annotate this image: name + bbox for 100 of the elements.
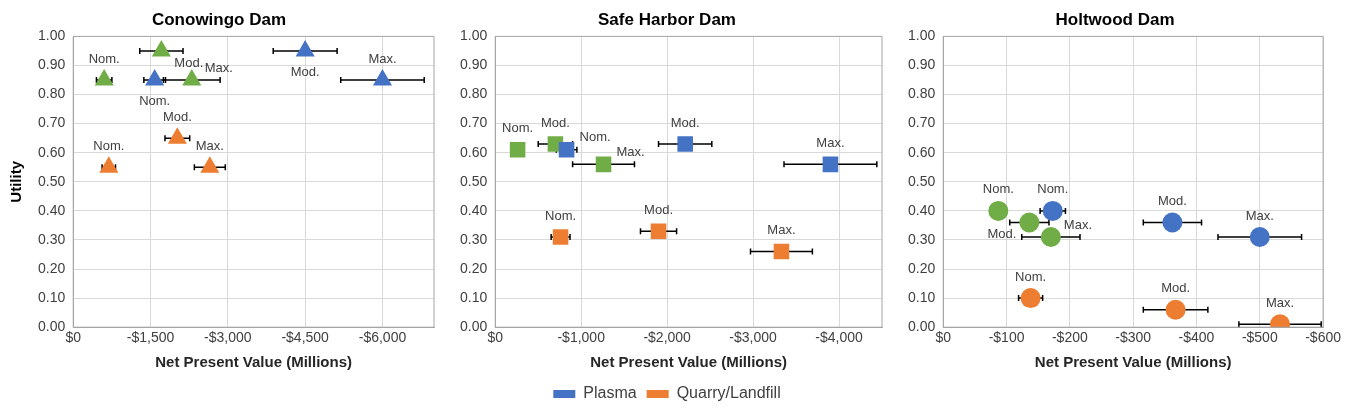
x-tick-label: -$400 [1178,329,1215,346]
legend-label: Quarry/Landfill [676,384,781,402]
y-tick-label: 1.00 [38,27,66,44]
y-tick-label: 0.40 [908,201,936,218]
x-axis-title: Net Present Value (Millions) [1034,353,1232,371]
y-tick-label: 0.30 [38,230,66,247]
annotation: Mod. [670,114,700,130]
chart-title: Holtwood Dam [1055,9,1175,29]
point [145,69,165,86]
y-tick-label: 1.00 [908,27,936,44]
y-tick-label: 0.00 [460,318,488,335]
point [650,223,667,240]
point [1040,227,1061,248]
annotation: Max. [1265,294,1295,310]
y-tick-label: 0.40 [38,201,66,218]
y-tick-label: 0.40 [460,201,488,218]
annotation: Mod. [1157,193,1187,209]
y-tick-label: 0.60 [908,143,936,160]
annotation: Mod. [644,201,673,217]
point [1020,288,1041,309]
annotation: Max. [195,137,224,153]
y-tick-label: 0.90 [908,56,936,73]
point [1165,299,1186,320]
annotation: Nom. [545,207,577,223]
annotation: Max. [816,134,845,150]
annotation: Nom. [502,120,534,136]
annotation: Mod. [987,226,1017,242]
y-tick-label: 1.00 [460,27,488,44]
point [558,142,575,158]
point [1019,212,1040,233]
y-tick-label: 0.90 [460,56,488,73]
annotation: Nom. [982,181,1014,197]
annotation: Max. [1245,207,1274,223]
x-tick-label: $0 [65,329,82,346]
point [167,127,187,144]
chart-title: Safe Harbor Dam [598,9,736,29]
y-tick-label: 0.00 [38,318,66,335]
y-tick-label: 0.20 [38,259,66,276]
y-tick-label: 0.50 [38,172,66,189]
annotation: Nom. [88,50,120,66]
point [988,200,1009,221]
annotation: Max. [767,222,796,238]
x-tick-label: -$100 [988,329,1025,346]
x-tick-label: -$3,000 [729,329,778,346]
x-axis-title: Net Present Value (Millions) [155,353,352,371]
y-tick-label: 0.80 [38,85,66,102]
x-tick-label: $0 [487,329,504,346]
annotation: Nom. [579,129,611,145]
x-tick-label: -$3,000 [204,329,252,346]
point [372,69,392,86]
point [182,69,202,86]
y-tick-label: 0.70 [908,114,936,131]
point [509,142,526,158]
x-tick-label: -$2,000 [643,329,692,346]
annotation: Mod. [540,114,570,130]
y-tick-label: 0.80 [908,85,936,102]
x-tick-label: -$600 [1305,329,1342,346]
y-axis-title: Utility [7,160,25,203]
x-tick-label: -$200 [1051,329,1088,346]
annotation: Mod. [1161,280,1191,296]
y-tick-label: 0.20 [460,259,488,276]
y-tick-label: 0.50 [460,172,488,189]
y-tick-label: 0.20 [908,259,936,276]
annotation: Mod. [290,63,320,79]
annotation: Nom. [1015,268,1047,284]
x-tick-label: $0 [935,329,952,346]
annotation: Max. [368,50,397,66]
point [552,229,569,245]
point [822,156,839,173]
point [773,243,790,260]
legend-label: Plasma [583,384,637,402]
y-tick-label: 0.80 [460,85,488,102]
y-tick-label: 0.30 [908,230,936,247]
y-tick-label: 0.70 [38,114,66,131]
point [595,156,612,173]
point [677,136,693,152]
y-tick-label: 0.60 [38,143,66,160]
x-tick-label: -$4,000 [815,329,863,346]
y-tick-label: 0.70 [460,114,488,131]
point [99,156,119,173]
x-tick-label: -$4,500 [281,329,330,346]
annotation: Max. [204,59,233,75]
y-tick-label: 0.10 [908,288,936,305]
annotation: Mod. [174,54,204,70]
x-tick-label: -$6,000 [358,329,407,346]
point [1042,200,1063,221]
y-tick-label: 0.30 [460,230,488,247]
y-tick-label: 0.10 [38,288,66,305]
annotation: Nom. [93,137,125,153]
point [1249,227,1270,248]
point [94,69,114,86]
point [295,39,315,57]
x-tick-label: -$1,500 [126,329,175,346]
x-tick-label: -$500 [1241,329,1278,346]
annotation: Nom. [139,92,171,108]
x-tick-label: -$1,000 [557,329,606,346]
point [151,39,171,57]
annotation: Nom. [1037,181,1069,197]
x-tick-label: -$300 [1115,329,1152,346]
y-tick-label: 0.00 [908,318,936,335]
